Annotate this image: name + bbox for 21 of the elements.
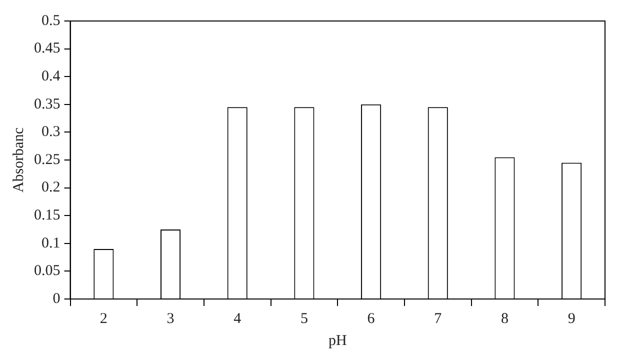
x-tick-label: 7 [434, 310, 442, 327]
y-tick-label: 0.1 [42, 235, 60, 252]
x-tick-label: 3 [166, 310, 174, 327]
y-tick-label: 0.2 [42, 180, 60, 196]
x-tick-label: 4 [234, 310, 242, 327]
y-tick-label: 0.4 [42, 68, 61, 85]
y-tick-label: 0.45 [34, 40, 60, 57]
x-tick-label: 9 [568, 310, 576, 327]
x-axis-title: pH [328, 332, 347, 349]
x-tick-label: 8 [500, 310, 508, 327]
y-tick-label: 0.05 [34, 263, 60, 280]
y-tick-label: 0.3 [42, 124, 60, 140]
y-tick-label: 0.35 [34, 96, 60, 112]
x-tick-label: 6 [367, 310, 376, 327]
x-tick-label: 2 [100, 310, 108, 327]
y-tick-label: 0.5 [42, 12, 60, 29]
y-axis-title: Absorbanc [10, 127, 27, 192]
y-tick-label: 0 [52, 290, 60, 307]
y-tick-label: 0.25 [34, 152, 60, 168]
x-tick-label: 5 [300, 310, 308, 327]
y-tick-label: 0.15 [34, 208, 60, 224]
